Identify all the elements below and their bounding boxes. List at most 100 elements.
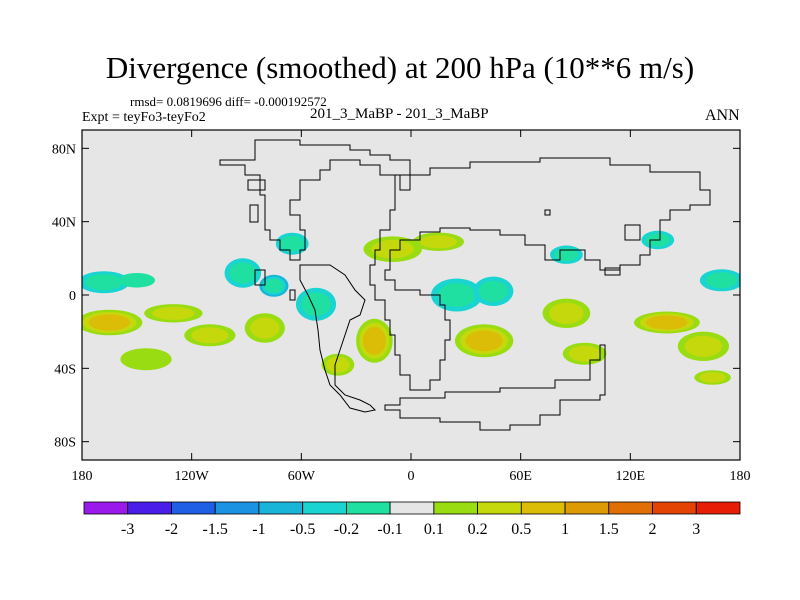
field-region-central-america bbox=[224, 258, 262, 288]
colorbar-swatch bbox=[564, 501, 610, 515]
field-region-south-africa bbox=[454, 324, 514, 358]
colorbar-swatch bbox=[127, 501, 172, 515]
map-background bbox=[82, 130, 740, 460]
x-tick-label: 120E bbox=[616, 469, 646, 484]
contour-fill-layer bbox=[82, 230, 740, 385]
contour-band bbox=[549, 302, 584, 324]
field-region-south-pacific-band-3 bbox=[184, 324, 236, 347]
colorbar-swatch bbox=[345, 501, 391, 515]
colorbar-label: 1.5 bbox=[599, 521, 619, 538]
plot-title: Divergence (smoothed) at 200 hPa (10**6 … bbox=[105, 50, 695, 85]
contour-band bbox=[371, 239, 414, 259]
field-region-central-america-2 bbox=[259, 274, 289, 297]
colorbar: -3 -2 -1.5 -1 -0.5 -0.2 -0.1 0.1 0.2 0.5 1 1.5 2 3 bbox=[83, 501, 741, 538]
season-label: ANN bbox=[705, 107, 740, 124]
field-region-indian-south bbox=[562, 342, 607, 365]
y-axis: 80N 40N 0 40S 80S bbox=[52, 142, 740, 451]
contour-band bbox=[280, 235, 305, 252]
colorbar-label: -1.5 bbox=[203, 521, 228, 538]
field-region-east-africa bbox=[473, 276, 514, 306]
coastline-eurasia-africa bbox=[369, 157, 711, 391]
field-region-tropical-pacific-east bbox=[699, 269, 740, 292]
field-region-south-atlantic bbox=[356, 318, 393, 363]
contour-band bbox=[705, 272, 738, 289]
coastline-south-america bbox=[299, 264, 377, 413]
colorbar-swatch bbox=[214, 501, 260, 515]
contour-band bbox=[88, 314, 131, 331]
contour-band bbox=[362, 326, 386, 355]
coastline-layer bbox=[219, 139, 711, 431]
colorbar-swatch bbox=[389, 501, 435, 515]
field-region-tropical-west-pacific bbox=[82, 271, 130, 294]
contour-band bbox=[118, 273, 156, 288]
contour-band bbox=[152, 306, 195, 320]
field-region-north-india bbox=[550, 245, 583, 264]
field-region-west-africa bbox=[431, 278, 483, 312]
field-region-tropical-west-pacific-2 bbox=[118, 273, 156, 288]
field-region-mediterranean bbox=[412, 232, 464, 251]
colorbar-swatch bbox=[652, 501, 697, 515]
x-axis: 180 120W 60W 0 60E 120E 180 bbox=[72, 130, 751, 484]
colorbar-swatch bbox=[171, 501, 216, 515]
coastline-antarctica-australia bbox=[384, 344, 606, 431]
field-region-indian-ocean bbox=[542, 298, 591, 328]
colorbar-swatch bbox=[477, 501, 522, 515]
colorbar-label: -0.2 bbox=[334, 521, 359, 538]
x-tick-label: 120W bbox=[175, 469, 210, 484]
field-region-maritime-south bbox=[634, 311, 700, 334]
field-region-far-south-pacific bbox=[694, 370, 731, 385]
x-tick-label: 0 bbox=[408, 469, 415, 484]
contour-band bbox=[699, 372, 726, 383]
field-region-west-atlantic bbox=[295, 287, 337, 321]
contour-band bbox=[684, 335, 723, 357]
rmsd-diff-stats: rmsd= 0.0819696 diff= -0.000192572 bbox=[130, 94, 327, 109]
colorbar-label: -1 bbox=[252, 521, 265, 538]
contour-band bbox=[646, 315, 688, 330]
colorbar-label: 3 bbox=[692, 521, 700, 538]
field-region-south-west-pacific bbox=[677, 331, 730, 361]
colorbar-swatch bbox=[83, 501, 129, 515]
field-region-south-pacific-band bbox=[82, 309, 143, 336]
field-region-north-africa bbox=[363, 236, 422, 262]
colorbar-label: 2 bbox=[649, 521, 657, 538]
colorbar-swatch bbox=[258, 501, 303, 515]
field-region-east-pacific-south bbox=[120, 348, 172, 371]
colorbar-label: -3 bbox=[121, 521, 134, 538]
colorbar-label: 1 bbox=[561, 521, 569, 538]
colorbar-swatch bbox=[608, 501, 653, 515]
x-tick-label: 180 bbox=[730, 469, 751, 484]
contour-band bbox=[120, 348, 172, 371]
colorbar-swatch bbox=[520, 501, 566, 515]
colorbar-swatch bbox=[433, 501, 478, 515]
colorbar-label: -0.1 bbox=[377, 521, 402, 538]
case-names: 201_3_MaBP - 201_3_MaBP bbox=[310, 106, 489, 122]
contour-band bbox=[250, 317, 280, 339]
field-region-caribbean bbox=[275, 232, 309, 255]
contour-band bbox=[264, 278, 284, 293]
colorbar-label: -2 bbox=[165, 521, 178, 538]
colorbar-label: 0.1 bbox=[424, 521, 444, 538]
y-tick-label: 0 bbox=[69, 289, 76, 304]
field-region-south-atlantic-2 bbox=[321, 353, 355, 376]
x-tick-label: 60E bbox=[509, 469, 532, 484]
coastline-islands bbox=[247, 179, 641, 301]
field-region-south-america bbox=[244, 313, 285, 343]
colorbar-label: 0.2 bbox=[468, 521, 488, 538]
colorbar-swatch bbox=[695, 501, 741, 515]
contour-band bbox=[478, 280, 508, 302]
contour-band bbox=[419, 235, 457, 249]
contour-band bbox=[326, 356, 350, 373]
y-tick-label: 40S bbox=[54, 362, 76, 377]
contour-band bbox=[229, 262, 257, 284]
colorbar-label: -0.5 bbox=[290, 521, 315, 538]
map-plot-area bbox=[82, 130, 740, 460]
colorbar-label: 0.5 bbox=[511, 521, 531, 538]
y-tick-label: 80N bbox=[52, 142, 76, 157]
coastline-north-america bbox=[219, 139, 411, 261]
contour-band bbox=[191, 327, 229, 344]
y-tick-label: 80S bbox=[54, 436, 76, 451]
experiment-label: Expt = teyFo3-teyFo2 bbox=[82, 110, 206, 125]
x-tick-label: 180 bbox=[72, 469, 93, 484]
contour-band bbox=[568, 345, 601, 362]
